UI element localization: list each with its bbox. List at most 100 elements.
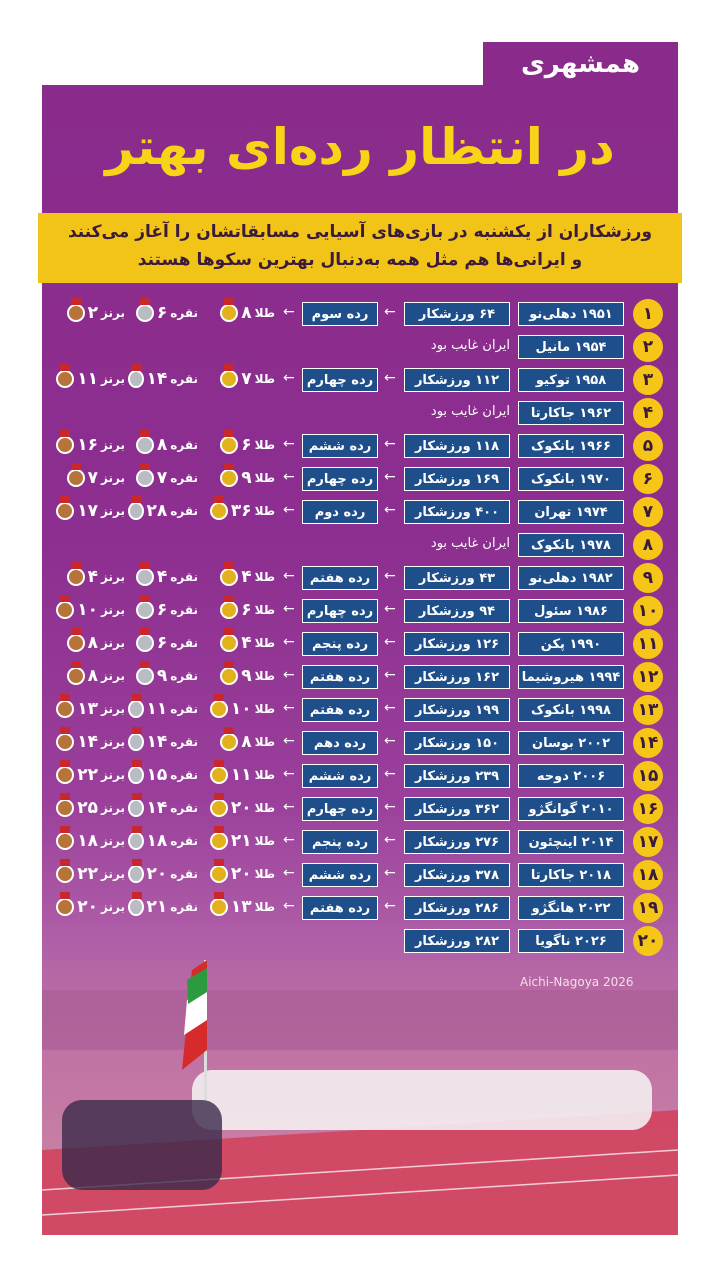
games-label: ۲۰۱۸ جاکارتا [518, 863, 624, 887]
athletes-label: ۱۶۹ ورزشکار [404, 467, 510, 491]
arrow: ← [384, 568, 396, 584]
medal-icon [209, 892, 228, 916]
medal-label: برنز [101, 471, 125, 485]
medal-count: ۱۷ [77, 501, 99, 521]
gold-medal: طلا ۶ [205, 430, 275, 455]
medal-count: ۲۰ [146, 864, 168, 884]
medal-count: ۸ [241, 303, 252, 323]
row-number: ۱۶ [633, 794, 663, 824]
medal-label: طلا [254, 471, 275, 485]
medal-label: طلا [254, 768, 275, 782]
medal-icon [135, 463, 154, 487]
gold-medal: طلا ۳۶ [205, 496, 275, 521]
arrow: ← [384, 898, 396, 914]
medal-label: نقره [170, 570, 198, 584]
athletes-label: ۶۴ ورزشکار [404, 302, 510, 326]
arrow: ← [384, 799, 396, 815]
medal-count: ۱۳ [77, 699, 99, 719]
rank-label: رده ششم [302, 764, 378, 788]
silver-medal: نقره ۸ [128, 430, 198, 455]
rank-label: رده سوم [302, 302, 378, 326]
games-label: ۱۹۵۸ توکیو [518, 368, 624, 392]
medal-count: ۶ [156, 633, 168, 653]
medal-icon [56, 364, 75, 388]
gold-medal: طلا ۸ [205, 298, 275, 323]
medal-icon [128, 892, 144, 916]
arrow: ← [283, 304, 295, 320]
medal-label: نقره [170, 372, 198, 386]
medal-label: برنز [101, 801, 125, 815]
medal-label: نقره [170, 867, 198, 881]
medal-count: ۲۰ [230, 798, 252, 818]
rank-label: رده چهارم [302, 797, 378, 821]
subtitle-band [38, 213, 682, 283]
arrow: ← [384, 469, 396, 485]
medal-label: برنز [101, 669, 125, 683]
medal-count: ۲۲ [77, 765, 99, 785]
medal-label: طلا [254, 669, 275, 683]
arrow: ← [384, 502, 396, 518]
arrow: ← [283, 898, 295, 914]
medal-label: برنز [101, 504, 125, 518]
medal-icon [220, 661, 239, 685]
row-number: ۱۹ [633, 893, 663, 923]
silver-medal: نقره ۷ [128, 463, 198, 488]
medal-label: طلا [254, 702, 275, 716]
row-number: ۱۸ [633, 860, 663, 890]
medal-icon [66, 298, 85, 322]
medal-count: ۲ [87, 303, 99, 323]
medal-count: ۹ [156, 666, 168, 686]
silver-medal: نقره ۶ [128, 298, 198, 323]
rank-label: رده چهارم [302, 599, 378, 623]
games-label: ۱۹۶۲ جاکارتا [518, 401, 624, 425]
medal-icon [56, 793, 75, 817]
medal-count: ۲۸ [146, 501, 168, 521]
medal-label: طلا [254, 306, 275, 320]
games-label: ۱۹۷۸ بانکوک [518, 533, 624, 557]
medal-icon [135, 562, 154, 586]
medal-count: ۱۸ [146, 831, 168, 851]
arrow: ← [384, 436, 396, 452]
games-label: ۲۰۲۲ هانگژو [518, 896, 624, 920]
medal-count: ۲۲ [77, 864, 99, 884]
flag [187, 968, 207, 1004]
medal-count: ۸ [156, 435, 168, 455]
absent-note: ایران غایب بود [430, 338, 510, 353]
athletes-label: ۱۹۹ ورزشکار [404, 698, 510, 722]
medal-icon [220, 364, 239, 388]
medal-label: نقره [170, 702, 198, 716]
medal-count: ۶ [156, 303, 168, 323]
medal-label: نقره [170, 801, 198, 815]
medal-count: ۶ [156, 600, 168, 620]
absent-note: ایران غایب بود [430, 404, 510, 419]
medal-count: ۸ [241, 732, 252, 752]
arrow: ← [283, 601, 295, 617]
medal-count: ۶ [241, 435, 252, 455]
arrow: ← [283, 832, 295, 848]
title: در انتظار رده‌ای بهتر [105, 118, 615, 176]
row-number: ۳ [633, 365, 663, 395]
arrow: ← [384, 601, 396, 617]
medal-count: ۲۰ [230, 864, 252, 884]
medal-label: نقره [170, 306, 198, 320]
arrow: ← [283, 568, 295, 584]
photo-caption: Aichi-Nagoya 2026 [520, 975, 634, 989]
bronze-medal: برنز ۲۲ [55, 760, 125, 785]
logo: همشهری [483, 42, 678, 85]
medal-label: برنز [101, 834, 125, 848]
medal-count: ۲۱ [230, 831, 252, 851]
gold-medal: طلا ۱۳ [205, 892, 275, 917]
medal-count: ۸ [87, 633, 99, 653]
medal-count: ۶ [241, 600, 252, 620]
arrow: ← [283, 700, 295, 716]
arrow: ← [283, 436, 295, 452]
arrow: ← [283, 370, 295, 386]
row-number: ۶ [633, 464, 663, 494]
medal-icon [56, 892, 75, 916]
medal-label: برنز [101, 900, 125, 914]
games-label: ۱۹۸۶ سئول [518, 599, 624, 623]
row-number: ۲۰ [633, 926, 663, 956]
bronze-medal: برنز ۱۷ [55, 496, 125, 521]
subtitle: ورزشکاران از یکشنبه در بازی‌های آسیایی م… [67, 222, 653, 242]
